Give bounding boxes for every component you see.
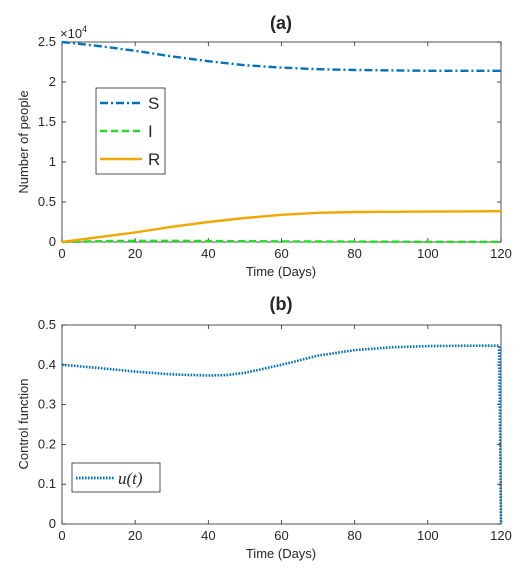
panel-b-x-label: Time (Days) (246, 546, 316, 561)
panel-b-legend-box (71, 462, 161, 493)
x-tick-label: 80 (347, 528, 361, 543)
panel-a-y-ticks: 0 0.5 1 1.5 2 2.5 (38, 34, 501, 249)
panel-b: (b) 0 20 40 60 80 100 120 0 0.1 0.2 0.3 0.4 0.5 Tim… (16, 294, 512, 561)
panel-a-x-ticks: 0 20 40 60 80 100 120 (58, 42, 512, 261)
legend-label: R (148, 150, 160, 169)
x-tick-label: 0 (58, 528, 65, 543)
panel-b-plot-area (61, 324, 502, 525)
panel-a-x-label: Time (Days) (246, 264, 316, 279)
panel-a-legend: SIR (95, 87, 166, 175)
y-tick-label: 0.4 (38, 357, 56, 372)
panel-b-y-label: Control function (16, 378, 31, 469)
x-tick-label: 20 (128, 528, 142, 543)
x-tick-label: 40 (201, 246, 215, 261)
x-tick-label: 40 (201, 528, 215, 543)
x-tick-label: 0 (58, 246, 65, 261)
x-tick-label: 80 (347, 246, 361, 261)
x-tick-label: 120 (490, 528, 512, 543)
series-line-ut (61, 344, 503, 525)
y-tick-label: 1.5 (38, 114, 56, 129)
x-tick-label: 20 (128, 246, 142, 261)
panel-a-series (61, 40, 502, 244)
series-line-i (61, 239, 501, 244)
y-tick-label: 0.3 (38, 397, 56, 412)
panel-a-y-exponent: ×104 (60, 24, 87, 41)
x-tick-label: 100 (417, 246, 439, 261)
panel-a-title: (a) (270, 13, 292, 33)
x-tick-label: 60 (274, 246, 288, 261)
y-tick-label: 2 (49, 74, 56, 89)
legend-label: I (148, 122, 153, 141)
y-tick-label: 0.5 (38, 317, 56, 332)
panel-b-series (61, 344, 503, 525)
y-tick-label: 2.5 (38, 34, 56, 49)
panel-a-y-label: Number of people (16, 90, 31, 193)
y-tick-label: 0.5 (38, 194, 56, 209)
x-tick-label: 100 (417, 528, 439, 543)
x-tick-label: 60 (274, 528, 288, 543)
y-tick-label: 0.2 (38, 436, 56, 451)
panel-a: (a) ×104 0 20 40 60 80 100 120 0 0.5 1 1.5 2 2.5 Ti… (16, 13, 512, 279)
panel-b-x-ticks: 0 20 40 60 80 100 120 (58, 325, 512, 543)
legend-label: S (148, 94, 159, 113)
y-tick-label: 0.1 (38, 476, 56, 491)
panel-b-legend: u(t) (71, 462, 161, 493)
series-line-s (61, 40, 501, 73)
y-tick-label: 0 (49, 516, 56, 531)
panel-b-title: (b) (270, 294, 293, 314)
y-tick-label: 1 (49, 154, 56, 169)
legend-label: u(t) (118, 469, 143, 488)
x-tick-label: 120 (490, 246, 512, 261)
y-tick-label: 0 (49, 234, 56, 249)
series-line-r (61, 210, 502, 244)
panel-b-y-ticks: 0 0.1 0.2 0.3 0.4 0.5 (38, 317, 501, 531)
